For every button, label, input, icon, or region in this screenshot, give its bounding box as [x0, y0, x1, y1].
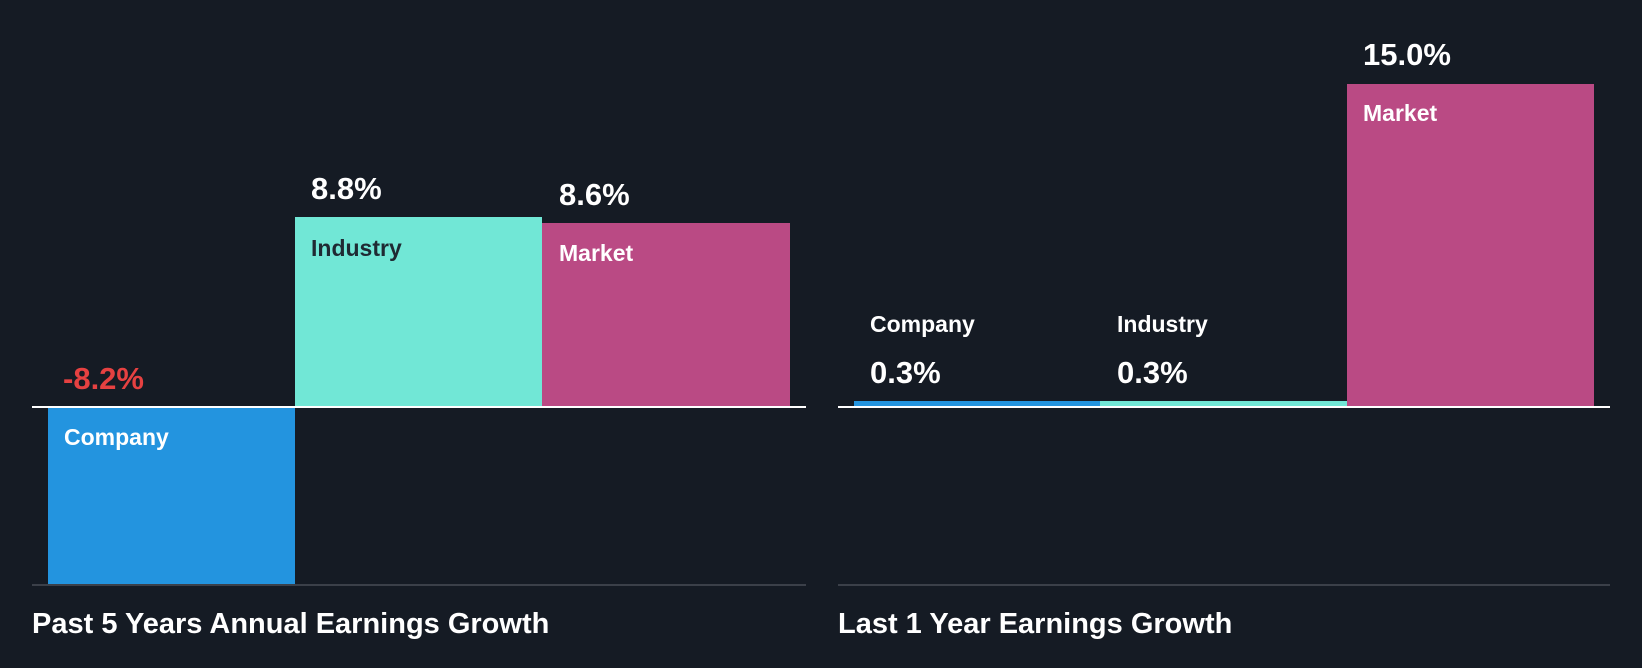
bar-label-market: Market — [559, 240, 634, 266]
bar-company — [854, 401, 1100, 407]
value-label-company: -8.2% — [63, 361, 144, 396]
chart-past-5-years: Company -8.2% Industry 8.8% Market 8.6% … — [0, 0, 806, 668]
value-label-industry: 0.3% — [1117, 355, 1188, 390]
value-label-market: 8.6% — [559, 177, 630, 212]
chart-baseline — [32, 584, 806, 586]
bar-industry — [1100, 401, 1347, 407]
value-label-market: 15.0% — [1363, 37, 1451, 72]
chart-title: Past 5 Years Annual Earnings Growth — [32, 608, 550, 640]
chart-baseline — [838, 584, 1610, 586]
bar-label-company: Company — [64, 424, 169, 450]
bar-market — [1347, 84, 1594, 407]
value-label-company: 0.3% — [870, 355, 941, 390]
bar-market — [542, 223, 790, 407]
value-label-industry: 8.8% — [311, 171, 382, 206]
bar-label-industry: Industry — [311, 235, 402, 261]
bar-label-industry: Industry — [1117, 311, 1208, 337]
bar-label-company: Company — [870, 311, 975, 337]
chart-title: Last 1 Year Earnings Growth — [838, 608, 1233, 640]
bar-label-market: Market — [1363, 100, 1438, 126]
zero-axis-line — [32, 406, 806, 408]
zero-axis-line — [838, 406, 1610, 408]
bar-industry — [295, 217, 542, 407]
bar-company — [48, 407, 295, 584]
